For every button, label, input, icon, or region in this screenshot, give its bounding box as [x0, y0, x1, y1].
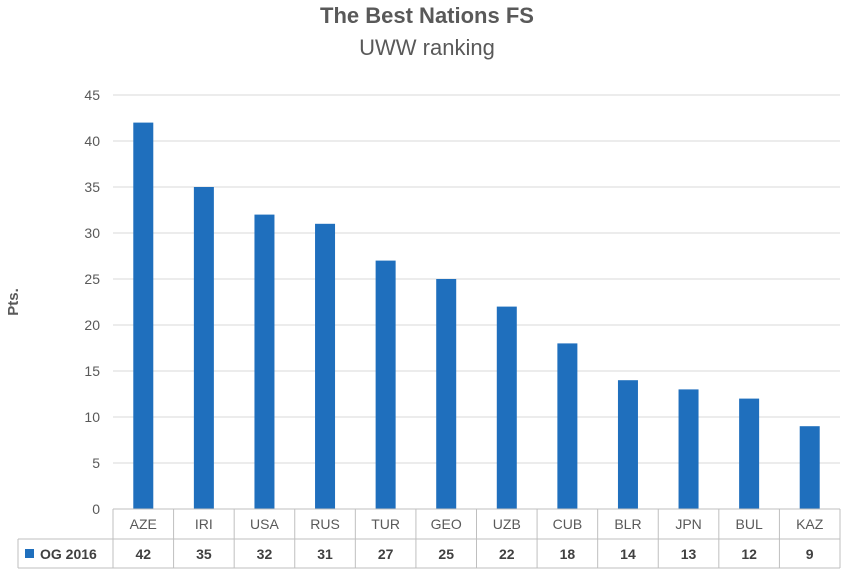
bar-jpn: [678, 389, 699, 509]
bar-tur: [375, 260, 396, 509]
x-tick-label: RUS: [310, 516, 340, 532]
bar-cub: [557, 343, 578, 509]
y-tick-label: 25: [84, 271, 100, 287]
x-tick-label: UZB: [493, 516, 521, 532]
data-label: 27: [378, 546, 394, 562]
bar-bul: [739, 398, 760, 509]
bar-uzb: [496, 306, 517, 509]
x-tick-label: IRI: [195, 516, 213, 532]
y-axis-ticks: 0 5 10 15 20 25 30 35 40 45: [84, 87, 100, 517]
y-tick-label: 5: [92, 455, 100, 471]
data-label: 35: [196, 546, 212, 562]
data-label: 18: [560, 546, 576, 562]
x-tick-label: AZE: [130, 516, 157, 532]
data-table: AZE 42 IRI 35 USA 32 RUS 31 TUR 27 GEO 25 UZB 22 CUB 18…: [17, 508, 841, 569]
x-tick-label: TUR: [371, 516, 400, 532]
data-label: 22: [499, 546, 515, 562]
y-tick-label: 20: [84, 317, 100, 333]
bars: [133, 122, 820, 510]
y-tick-label: 0: [92, 501, 100, 517]
x-tick-label: BUL: [736, 516, 763, 532]
y-tick-label: 40: [84, 133, 100, 149]
x-tick-label: CUB: [553, 516, 583, 532]
data-label: 13: [681, 546, 697, 562]
bar-blr: [617, 380, 638, 509]
chart-title: The Best Nations FS: [320, 3, 534, 28]
legend-label: OG 2016: [40, 546, 97, 562]
data-label: 12: [741, 546, 757, 562]
bar-kaz: [799, 426, 820, 509]
bar-geo: [436, 279, 457, 509]
data-label: 31: [317, 546, 333, 562]
y-axis-label: Pts.: [5, 288, 22, 316]
x-tick-label: JPN: [675, 516, 701, 532]
x-tick-label: KAZ: [796, 516, 824, 532]
y-tick-label: 15: [84, 363, 100, 379]
data-label: 14: [620, 546, 636, 562]
x-tick-label: GEO: [431, 516, 462, 532]
y-tick-label: 35: [84, 179, 100, 195]
gridlines: [113, 94, 840, 510]
bar-rus: [315, 223, 336, 510]
x-tick-label: USA: [250, 516, 279, 532]
chart-subtitle: UWW ranking: [359, 35, 495, 60]
y-tick-label: 30: [84, 225, 100, 241]
y-tick-label: 45: [84, 87, 100, 103]
bar-usa: [254, 214, 275, 509]
data-label: 32: [257, 546, 273, 562]
data-label: 9: [806, 546, 814, 562]
y-tick-label: 10: [84, 409, 100, 425]
data-label: 25: [438, 546, 454, 562]
x-tick-label: BLR: [614, 516, 641, 532]
data-label: 42: [136, 546, 152, 562]
legend-swatch: [25, 549, 34, 558]
bar-aze: [133, 122, 154, 509]
bar-iri: [193, 187, 214, 509]
